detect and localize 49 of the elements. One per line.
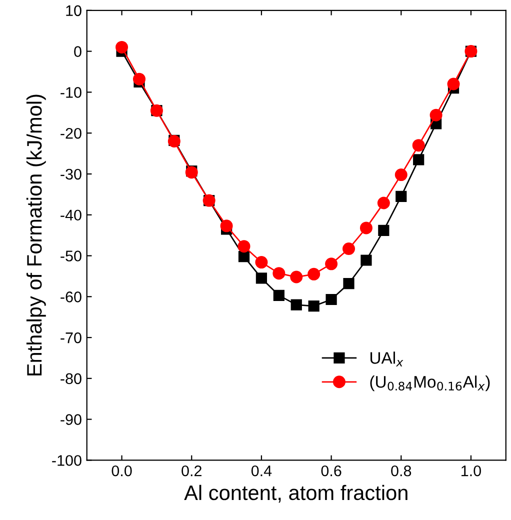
point (308, 268, 320, 280)
y-tick-label: -80 (60, 373, 82, 384)
point (342, 242, 356, 256)
point (430, 108, 442, 122)
point (447, 78, 460, 90)
y-tick-label: -100 (52, 455, 82, 466)
legend-label: UAl$_{x}$ (370, 352, 404, 366)
point (308, 300, 320, 312)
point (272, 267, 286, 280)
point (290, 270, 303, 284)
point (116, 40, 128, 54)
y-axis-title: Enthalpy of Formation (kJ/mol) (26, 94, 46, 376)
point (377, 196, 390, 210)
x-tick-label: 0.6 (321, 465, 342, 476)
y-tick-label: -70 (60, 332, 82, 344)
point (326, 294, 337, 306)
point (412, 139, 425, 152)
point (256, 272, 268, 284)
x-tick-label: 0.4 (251, 465, 272, 476)
point (238, 251, 250, 262)
point (132, 72, 146, 86)
point (255, 256, 268, 269)
y-tick-label: -40 (60, 210, 82, 221)
x-tick-label: 0.8 (391, 465, 412, 476)
y-tick-label: -20 (60, 128, 82, 139)
point (396, 190, 407, 202)
point (413, 154, 424, 166)
x-tick-label: 1.0 (462, 465, 481, 476)
point (360, 222, 372, 234)
x-tick-label: 0.2 (182, 465, 202, 476)
point (290, 299, 302, 310)
point (325, 258, 338, 270)
y-tick-label: -30 (60, 168, 82, 180)
point (343, 278, 354, 290)
y-tick-label: -10 (60, 87, 82, 98)
x-tick-label: 0.0 (112, 465, 132, 476)
x-axis-title: Al content, atom fraction (184, 484, 408, 503)
point (220, 220, 233, 232)
y-tick-label: -90 (60, 414, 82, 425)
y-tick-label: -60 (60, 292, 82, 302)
point (238, 240, 250, 253)
y-tick-label: 0 (74, 46, 82, 57)
y-tick-label: 10 (66, 5, 82, 16)
point (273, 290, 284, 301)
legend-label: (U$_{0.84}$Mo$_{0.16}$Al$_{x}$) (370, 376, 490, 392)
point (378, 224, 390, 236)
point (360, 254, 372, 266)
y-tick-label: -50 (60, 250, 82, 262)
point (394, 168, 408, 182)
